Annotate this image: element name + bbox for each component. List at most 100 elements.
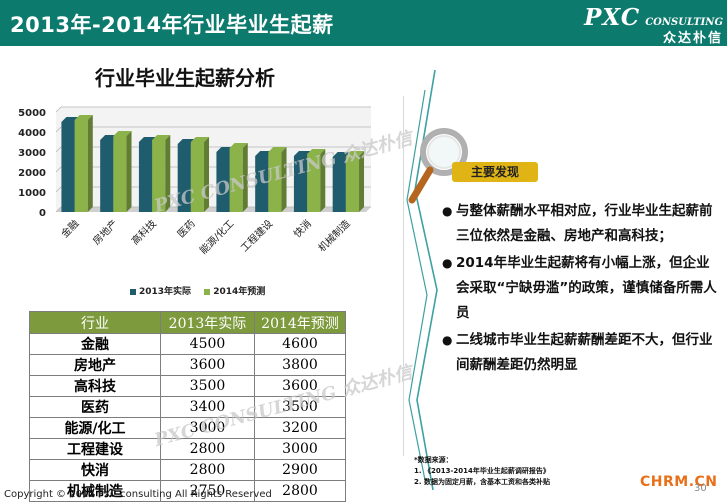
bar-top: [268, 147, 287, 152]
x-tick-label: 工程建设: [238, 217, 275, 254]
table-cell-2014: 3000: [254, 438, 346, 460]
divider: [403, 96, 404, 456]
bar: [268, 152, 282, 212]
salary-table: 行业 2013年实际 2014年预测 金融 4500 4600 房地产 3600 380…: [29, 311, 346, 502]
bar-side: [204, 137, 210, 212]
y-tick-label: 1000: [18, 188, 46, 199]
plot-wall: [56, 107, 371, 212]
table-row: 高科技 3500 3600: [29, 375, 346, 397]
table-header-industry: 行业: [29, 311, 161, 334]
legend-swatch-2014: [204, 288, 211, 295]
finding-text: 二线城市毕业生起薪薪酬差距不大，但行业间薪酬差距仍然明显: [456, 332, 713, 373]
list-item: ● 二线城市毕业生起薪薪酬差距不大，但行业间薪酬差距仍然明显: [442, 328, 722, 378]
gridline: [55, 126, 62, 133]
bar: [152, 140, 166, 212]
findings-list: ● 与整体薪酬水平相对应，行业毕业生起薪前三位依然是金融、房地产和高科技； ● 20…: [442, 199, 722, 380]
table-cell-2014: 2800: [254, 480, 346, 502]
table-cell-industry: 能源/化工: [29, 417, 161, 439]
findings-badge: 主要发现: [452, 162, 538, 182]
gridline: [55, 206, 62, 213]
data-source-notes: *数据来源： 1. 《2013-2014年毕业生起薪调研报告》 2. 数据为固定…: [414, 455, 550, 488]
gridline: [55, 166, 62, 173]
bar: [332, 157, 346, 212]
bar-top: [190, 137, 210, 142]
table-cell-industry: 工程建设: [29, 438, 161, 460]
gridline: [55, 186, 62, 193]
table-cell-industry: 快消: [29, 459, 161, 481]
y-tick-label: 4000: [18, 128, 46, 139]
gridline: [55, 106, 62, 113]
bar-side: [320, 149, 326, 212]
table-cell-2014: 4600: [254, 333, 346, 355]
bar-top: [113, 131, 132, 136]
x-tick-label: 能源/化工: [197, 217, 237, 257]
bar-chart: 0 1000 2000 3000 4000 5000 金融 房地产 高科技 医药 能源/化工 工程建设…: [18, 106, 371, 257]
table-cell-2013: 3500: [160, 375, 255, 397]
notes-line: 2. 数据为固定月薪，含基本工资和各类补贴: [414, 478, 550, 486]
bar: [345, 156, 360, 212]
slide-title: 2013年-2014年行业毕业生起薪: [10, 13, 334, 37]
table-cell-2014: 2900: [254, 459, 346, 481]
bar-side: [359, 151, 365, 212]
y-tick-label: 5000: [18, 108, 46, 119]
magnifier-icon: [408, 128, 468, 204]
bullet-icon: ●: [442, 204, 453, 218]
table-cell-industry: 房地产: [29, 354, 161, 376]
table-header-2014: 2014年预测: [254, 311, 346, 334]
bar: [61, 122, 75, 212]
table-header-row: 行业 2013年实际 2014年预测: [29, 311, 346, 334]
gridline: [55, 146, 62, 153]
table-row: 机械制造 2750 2800: [29, 480, 346, 502]
table-row: 工程建设 2800 3000: [29, 438, 346, 460]
bar-side: [281, 147, 287, 212]
bullet-icon: ●: [442, 333, 453, 347]
x-tick-label: 快消: [291, 217, 314, 240]
bar: [113, 136, 127, 212]
legend-label-2013: 2013年实际: [139, 287, 192, 297]
finding-text: 2014年毕业生起薪将有小幅上涨，但企业会采取“宁缺毋滥”的政策，谨慎储备所需人…: [456, 255, 717, 321]
bar: [255, 156, 269, 212]
table-cell-industry: 高科技: [29, 375, 161, 397]
x-tick-label: 医药: [175, 218, 198, 241]
bullet-icon: ●: [442, 256, 453, 270]
list-item: ● 2014年毕业生起薪将有小幅上涨，但企业会采取“宁缺毋滥”的政策，谨慎储备所需…: [442, 251, 722, 326]
table-cell-2013: 3600: [160, 354, 255, 376]
plot-floor: [56, 207, 371, 212]
bar-side: [126, 131, 132, 212]
y-tick-label: 3000: [18, 148, 46, 159]
bar-side: [165, 135, 171, 212]
bar-top: [345, 151, 365, 156]
bar-side: [242, 143, 248, 212]
copyright-footer: Copyright © 2015 PXC consulting All Righ…: [4, 489, 272, 500]
legend-swatch-2013: [130, 288, 136, 295]
table-cell-2014: 3800: [254, 354, 346, 376]
notes-line: 1. 《2013-2014年毕业生起薪调研报告》: [414, 467, 550, 475]
bar-top: [307, 149, 326, 154]
bar: [190, 142, 205, 212]
bar: [74, 120, 88, 212]
bar: [293, 156, 308, 212]
table-cell-industry: 医药: [29, 396, 161, 418]
table-cell-industry: 金融: [29, 333, 161, 355]
table-header-2013: 2013年实际: [160, 311, 255, 334]
legend-item-2013: 2013年实际: [130, 284, 191, 297]
chart-title: 行业毕业生起薪分析: [95, 66, 275, 90]
bar: [100, 140, 114, 212]
x-tick-label: 高科技: [129, 217, 159, 247]
table-cell-2013: 4500: [160, 333, 255, 355]
site-watermark: CHRM.CN: [640, 474, 718, 490]
table-cell-industry: 机械制造: [29, 480, 161, 502]
y-tick-label: 2000: [18, 168, 46, 179]
x-tick-label: 机械制造: [315, 217, 352, 254]
brand-logo: PXC CONSULTING 众达朴信: [584, 4, 723, 46]
notes-heading: *数据来源：: [414, 456, 453, 464]
brand-logo-consulting: CONSULTING: [645, 17, 723, 28]
bar-top: [74, 115, 93, 120]
bar-side: [87, 115, 93, 212]
legend-label-2014: 2014年预测: [213, 287, 266, 297]
bar: [216, 152, 230, 212]
table-row: 能源/化工 3000 3200: [29, 417, 346, 439]
brand-logo-cn: 众达朴信: [662, 31, 723, 46]
brand-logo-pxc: PXC: [584, 4, 641, 31]
table-cell-2013: 2800: [160, 459, 255, 481]
